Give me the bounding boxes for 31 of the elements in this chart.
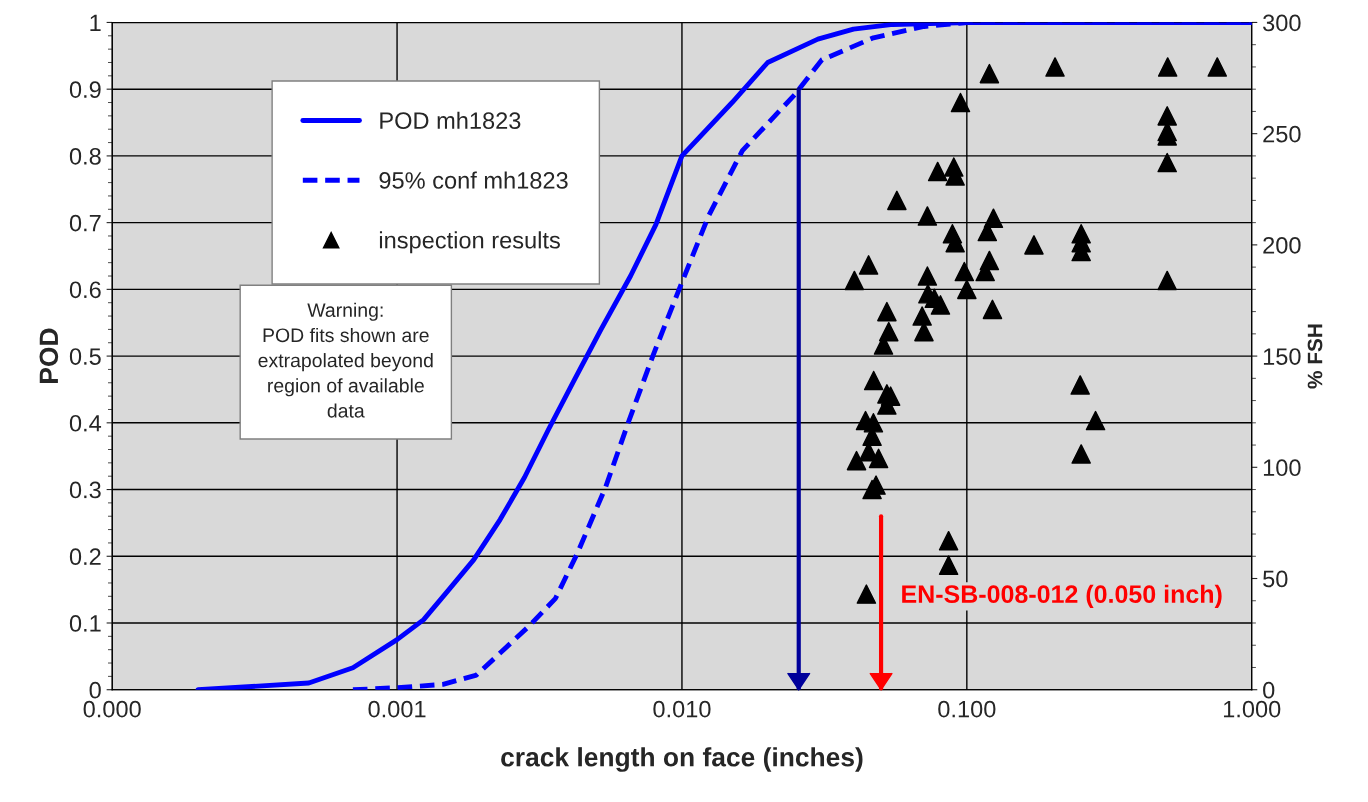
x-tick-label: 0.100 [938,700,996,718]
y-tick-label: 0.5 [69,348,101,365]
y-tick-label: 0.6 [69,281,101,299]
x-tick-label: 1.000 [1223,700,1281,718]
y-tick-label: 0.2 [69,548,101,566]
y-tick-label: 0.4 [69,414,102,432]
y-tick-label: 1 [90,14,101,32]
legend-label: 95% conf mh1823 [379,171,568,189]
y2-tick-label: 100 [1263,459,1301,477]
y-axis-title: POD [39,328,59,383]
annotation: Warning: POD fits shown are extrapolated beyond region of available data [258,302,433,418]
y-tick-label: 0.7 [69,214,101,232]
y-tick-label: 0 [89,681,101,699]
y-tick-label: 0.8 [69,147,101,165]
y2-axis-title: % FSH [1307,324,1323,389]
y2-tick-label: 0 [1263,681,1275,699]
x-tick-label: 0.010 [653,700,711,718]
y-tick-label: 0.3 [69,481,101,499]
annotation: EN-SB-008-012 (0.050 inch) [902,584,1222,608]
y2-tick-label: 250 [1263,125,1301,143]
y-tick-label: 0.9 [69,81,101,98]
y2-tick-label: 150 [1263,348,1301,365]
legend-label: POD mh1823 [380,111,521,130]
y2-tick-label: 300 [1263,14,1301,32]
y2-tick-label: 50 [1263,570,1288,588]
x-tick-label: 0.000 [83,700,141,718]
y-tick-label: 0.1 [69,615,101,632]
y2-tick-label: 200 [1263,236,1301,254]
x-tick-label: 0.001 [368,700,426,718]
x-axis-title: crack length on face (inches) [501,747,863,772]
legend-label: inspection results [379,231,560,254]
